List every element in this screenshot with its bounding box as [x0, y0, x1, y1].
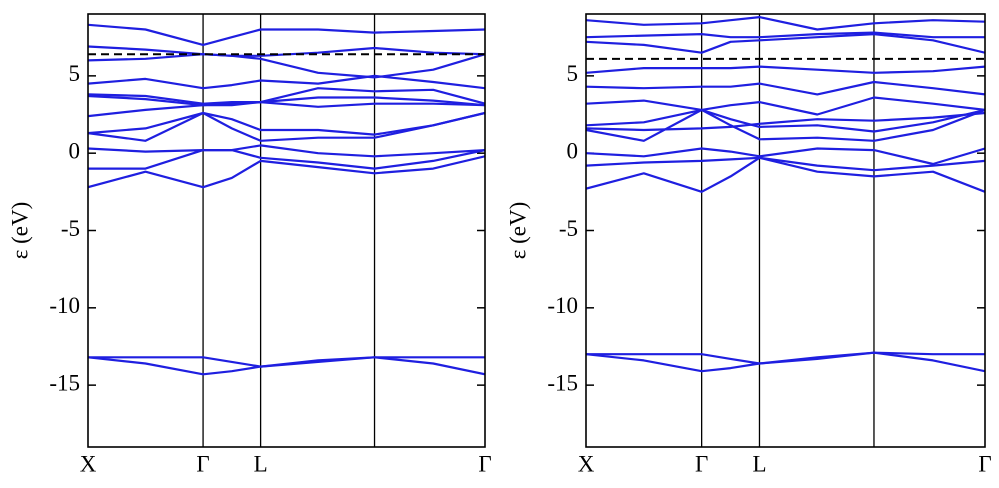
band	[88, 155, 485, 189]
band-panel: -15 -10 -5 0 5 X Γ L Γε (eV)	[7, 13, 492, 476]
band	[88, 356, 485, 368]
band	[88, 149, 485, 170]
band	[88, 144, 485, 158]
band-panel: -15 -10 -5 0 5 X Γ L Γε (eV)	[505, 13, 992, 476]
y-tick-label: -15	[547, 370, 578, 395]
band	[88, 45, 485, 57]
band	[88, 101, 485, 118]
band	[586, 111, 985, 132]
x-tick-label: X	[80, 451, 97, 476]
bands	[586, 16, 985, 373]
y-axis-label: ε (eV)	[7, 202, 32, 260]
band	[586, 351, 985, 365]
band	[88, 356, 485, 376]
y-tick-label: -5	[559, 216, 578, 241]
band	[586, 108, 985, 133]
band	[88, 87, 485, 105]
band	[586, 96, 985, 116]
y-tick-label: 5	[69, 61, 81, 86]
band	[586, 80, 985, 96]
band	[586, 65, 985, 74]
x-tick-label: Γ	[478, 451, 491, 476]
x-tick-label: Γ	[978, 451, 991, 476]
y-tick-label: -10	[547, 293, 578, 318]
x-tick-label: Γ	[695, 451, 708, 476]
y-tick-label: 5	[567, 61, 579, 86]
x-tick-label: L	[752, 451, 766, 476]
band	[586, 156, 985, 172]
y-tick-label: 0	[567, 138, 579, 163]
band	[88, 74, 485, 90]
band	[586, 33, 985, 54]
x-tick-label: X	[578, 451, 595, 476]
band	[88, 53, 485, 79]
band	[88, 111, 485, 136]
plot-frame	[87, 13, 486, 448]
bands	[88, 23, 485, 376]
band	[586, 31, 985, 39]
y-tick-label: -5	[61, 216, 80, 241]
plot-frame	[585, 13, 986, 448]
band	[88, 23, 485, 46]
y-tick-label: -15	[49, 370, 80, 395]
band	[586, 147, 985, 166]
y-tick-label: 0	[69, 138, 81, 163]
x-tick-label: L	[254, 451, 268, 476]
band	[586, 16, 985, 31]
y-tick-label: -10	[49, 293, 80, 318]
y-axis-label: ε (eV)	[505, 202, 530, 260]
x-tick-label: Γ	[196, 451, 209, 476]
